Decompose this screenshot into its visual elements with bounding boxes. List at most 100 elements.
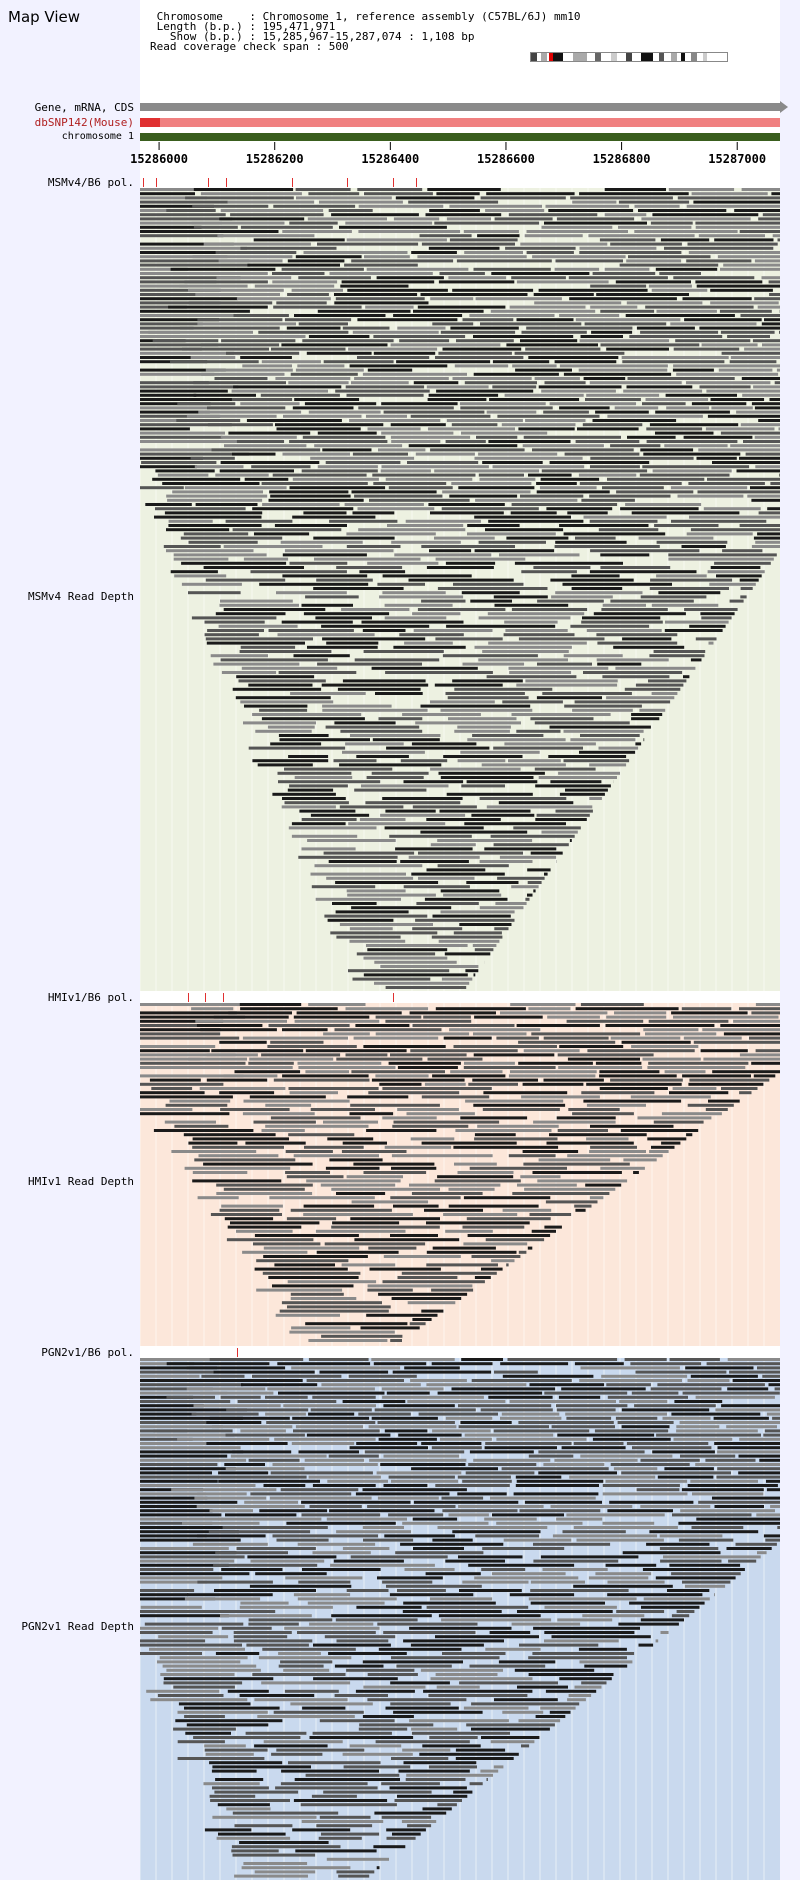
read-segment <box>366 1129 437 1132</box>
read-segment <box>240 700 334 704</box>
read-segment <box>192 1171 248 1174</box>
read-segment <box>241 1866 351 1870</box>
read-segment <box>371 771 429 775</box>
msmv4-read-depth-panel[interactable] <box>140 188 780 991</box>
read-segment <box>572 708 633 712</box>
read-segment <box>263 1484 306 1487</box>
read-segment <box>209 1416 290 1420</box>
read-segment <box>140 389 228 393</box>
read-segment <box>423 1689 533 1693</box>
read-segment <box>426 1221 530 1225</box>
read-segment <box>404 641 453 645</box>
read-segment <box>400 1542 504 1546</box>
read-segment <box>292 1828 351 1832</box>
snp-tick[interactable] <box>156 178 158 187</box>
read-segment <box>322 704 392 708</box>
snp-tick[interactable] <box>393 178 395 187</box>
read-segment <box>566 1416 612 1420</box>
read-segment <box>492 1513 564 1517</box>
snp-tick[interactable] <box>142 178 144 187</box>
read-segment <box>140 1484 187 1487</box>
read-segment <box>398 1769 470 1773</box>
read-segment <box>607 1395 688 1399</box>
read-segment <box>518 1061 593 1065</box>
read-segment <box>522 1150 579 1153</box>
read-segment <box>740 587 753 590</box>
read-segment <box>263 1740 343 1744</box>
read-segment <box>695 280 763 284</box>
read-segment <box>544 221 647 225</box>
read-segment <box>537 599 604 603</box>
read-segment <box>574 1685 602 1689</box>
snp-track-bar[interactable] <box>140 118 780 127</box>
snp-tick[interactable] <box>237 1348 239 1357</box>
read-segment <box>640 330 719 334</box>
read-segment <box>454 1162 497 1166</box>
read-segment <box>367 1698 467 1702</box>
read-segment <box>183 1133 276 1137</box>
read-segment <box>696 284 780 288</box>
read-segment <box>213 1370 315 1374</box>
read-segment <box>660 1631 669 1634</box>
read-segment <box>297 1542 376 1546</box>
read-segment <box>469 314 555 317</box>
read-segment <box>206 1442 288 1445</box>
read-segment <box>241 666 338 670</box>
read-segment <box>456 259 552 263</box>
read-segment <box>625 503 702 506</box>
read-segment <box>755 540 780 544</box>
read-segment <box>371 666 478 670</box>
read-segment <box>509 1593 575 1597</box>
read-segment <box>140 1015 246 1019</box>
read-segment <box>347 288 448 292</box>
read-segment <box>523 1162 630 1166</box>
read-segment <box>662 1416 711 1420</box>
read-segment <box>418 851 523 855</box>
read-segment <box>220 209 324 212</box>
read-segment <box>480 322 582 326</box>
read-segment <box>301 1500 411 1504</box>
read-segment <box>219 1040 267 1044</box>
read-segment <box>757 305 780 309</box>
snp-tick[interactable] <box>208 178 210 187</box>
read-segment <box>172 490 263 494</box>
snp-marker[interactable] <box>140 118 160 127</box>
read-segment <box>306 1379 404 1382</box>
read-segment <box>696 456 737 460</box>
read-segment <box>682 1074 751 1078</box>
read-segment <box>166 528 230 532</box>
read-segment <box>533 1542 611 1546</box>
snp-tick[interactable] <box>292 178 294 187</box>
gene-track-bar[interactable] <box>140 103 780 111</box>
snp-tick[interactable] <box>416 178 418 187</box>
snp-tick[interactable] <box>346 178 348 187</box>
snp-tick[interactable] <box>225 178 227 187</box>
snp-tick[interactable] <box>205 993 207 1002</box>
read-segment <box>140 1358 218 1361</box>
read-segment <box>616 490 694 494</box>
read-segment <box>257 1715 355 1718</box>
hmiv1-read-depth-panel[interactable] <box>140 1003 780 1346</box>
read-segment <box>216 1836 291 1840</box>
read-segment <box>140 263 250 267</box>
read-segment <box>471 1727 550 1731</box>
read-segment <box>297 1597 397 1601</box>
read-segment <box>375 1015 422 1019</box>
read-segment <box>206 1053 258 1057</box>
chromosome-ideogram[interactable] <box>530 52 728 62</box>
snp-tick[interactable] <box>222 993 224 1002</box>
read-segment <box>140 1534 207 1538</box>
read-segment <box>380 813 466 817</box>
read-segment <box>586 393 660 397</box>
read-segment <box>323 851 415 855</box>
read-segment <box>544 381 586 385</box>
read-segment <box>411 1727 458 1731</box>
read-segment <box>693 1040 780 1044</box>
read-segment <box>462 318 514 322</box>
snp-tick[interactable] <box>393 993 395 1002</box>
snp-tick[interactable] <box>187 993 189 1002</box>
read-segment <box>472 734 544 737</box>
pgn2v1-read-depth-panel[interactable] <box>140 1358 780 1880</box>
read-segment <box>140 1112 230 1116</box>
read-segment <box>442 490 531 494</box>
